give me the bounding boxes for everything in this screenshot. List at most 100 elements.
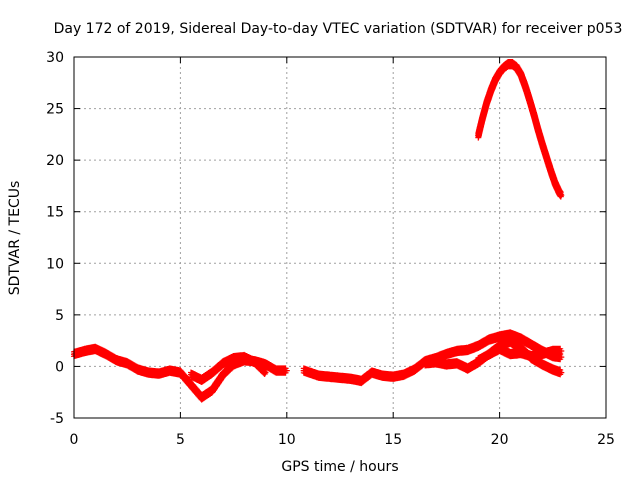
data-point [262, 369, 269, 376]
data-point [124, 360, 131, 367]
data-point [549, 366, 556, 373]
data-point [368, 369, 375, 376]
data-point [411, 366, 418, 373]
data-point [464, 346, 471, 353]
y-tick-label: 0 [55, 359, 64, 375]
data-point [513, 64, 520, 71]
data-point [507, 351, 514, 358]
data-point [92, 345, 99, 352]
data-point [241, 354, 248, 361]
data-point [483, 99, 490, 106]
y-tick-label: 30 [46, 50, 64, 66]
data-point [492, 76, 499, 83]
data-point [454, 360, 460, 367]
data-point [145, 369, 152, 376]
axis-ticks: -5 0 5 10 15 20 25 30 0 5 10 15 20 25 [46, 50, 615, 448]
data-point [300, 367, 307, 374]
data-point [547, 167, 554, 174]
x-tick-label: 25 [597, 432, 615, 448]
data-point [337, 374, 343, 381]
data-point [528, 341, 535, 348]
series-6 [475, 59, 565, 200]
y-tick-label: 25 [46, 102, 64, 118]
series-5 [475, 343, 565, 366]
data-point [551, 179, 558, 186]
data-point [209, 387, 216, 394]
data-point [558, 192, 565, 199]
data-point [558, 354, 565, 361]
y-tick-label: 20 [46, 153, 64, 169]
data-point [539, 140, 546, 147]
x-tick-label: 5 [176, 432, 185, 448]
data-point [517, 350, 524, 356]
data-point [496, 69, 503, 76]
data-point [400, 371, 407, 378]
data-point [549, 348, 556, 354]
data-point [198, 376, 205, 383]
data-point [81, 348, 88, 354]
data-point [530, 110, 537, 117]
data-point [188, 371, 194, 378]
data-point [432, 359, 439, 366]
grid [74, 57, 606, 418]
data-point [556, 189, 563, 196]
data-point [273, 367, 280, 374]
plot-frame [73, 56, 607, 419]
data-point [475, 132, 482, 139]
y-tick-label: 10 [46, 256, 64, 272]
x-tick-label: 15 [384, 432, 402, 448]
data-point [539, 361, 546, 368]
data-point [358, 377, 365, 384]
data-point [475, 342, 482, 349]
data-point [496, 345, 503, 352]
data-point [517, 335, 524, 342]
data-point [326, 373, 333, 380]
y-tick-label: 15 [46, 205, 64, 221]
chart-title: Day 172 of 2019, Sidereal Day-to-day VTE… [54, 21, 623, 37]
data-point [166, 367, 173, 374]
data-point [262, 361, 269, 368]
series-2 [188, 351, 269, 385]
data-point [534, 126, 541, 133]
data-point [230, 355, 237, 362]
data-point [486, 336, 492, 343]
x-tick-label: 20 [491, 432, 509, 448]
y-tick-label: -5 [50, 411, 64, 427]
data-point [539, 351, 546, 358]
data-point [156, 370, 163, 377]
x-tick-label: 0 [70, 432, 79, 448]
data-point [500, 64, 507, 71]
data-point [558, 348, 565, 354]
data-point [443, 361, 450, 368]
data-point [507, 338, 514, 345]
data-points [71, 59, 565, 403]
data-point [479, 114, 486, 121]
data-point [379, 372, 386, 379]
data-point [464, 365, 471, 372]
y-tick-label: 5 [55, 308, 64, 324]
data-point [209, 369, 216, 376]
data-point [526, 96, 533, 103]
data-point [522, 82, 529, 89]
data-point [496, 333, 503, 340]
data-point [198, 394, 205, 401]
data-point [517, 71, 524, 78]
data-point [390, 373, 397, 380]
data-point [422, 360, 429, 367]
data-point [220, 371, 226, 378]
data-point [509, 61, 516, 68]
y-axis-label: SDTVAR / TECUs [7, 181, 23, 296]
data-point [475, 357, 482, 364]
x-tick-label: 10 [278, 432, 296, 448]
data-point [528, 353, 535, 360]
data-point [488, 87, 495, 93]
data-point [134, 366, 141, 373]
data-point [347, 375, 354, 382]
data-point [102, 351, 109, 358]
x-axis-label: GPS time / hours [281, 459, 398, 475]
data-point [454, 348, 460, 354]
data-point [283, 367, 290, 374]
data-point [251, 359, 258, 366]
